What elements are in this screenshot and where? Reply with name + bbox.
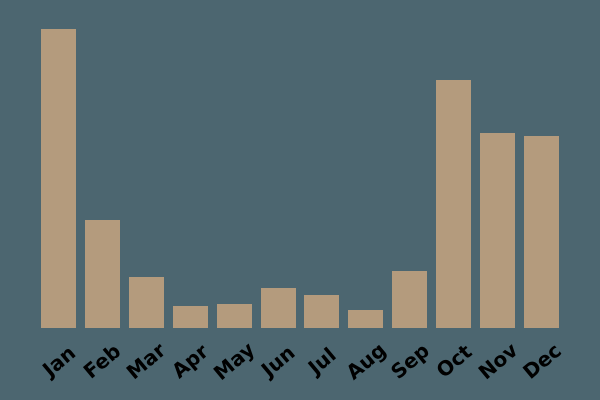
bar-oct [436, 79, 472, 328]
bar-may [216, 304, 252, 328]
bar-sep [392, 270, 428, 328]
x-tick-label-feb: Feb [79, 338, 126, 384]
x-tick-label-apr: Apr [167, 339, 214, 383]
x-tick-label-jul: Jul [303, 342, 341, 380]
x-tick-label-may: May [208, 337, 260, 385]
x-tick-label-aug: Aug [341, 337, 391, 385]
bar-apr [172, 305, 208, 328]
x-tick-label-nov: Nov [473, 337, 522, 385]
x-tick-label-oct: Oct [431, 339, 477, 383]
x-tick-label-jun: Jun [256, 340, 300, 382]
bar-mar [128, 277, 164, 328]
bar-feb [84, 220, 120, 328]
x-tick-label-dec: Dec [517, 338, 566, 384]
bar-jun [260, 287, 296, 328]
x-tick-label-jan: Jan [37, 340, 80, 382]
bar-jul [304, 294, 340, 328]
bar-aug [348, 309, 384, 328]
x-tick-label-sep: Sep [385, 338, 434, 384]
bar-nov [480, 133, 516, 328]
x-tick-label-mar: Mar [122, 337, 171, 385]
bar-jan [41, 29, 76, 328]
bar-dec [524, 136, 559, 328]
